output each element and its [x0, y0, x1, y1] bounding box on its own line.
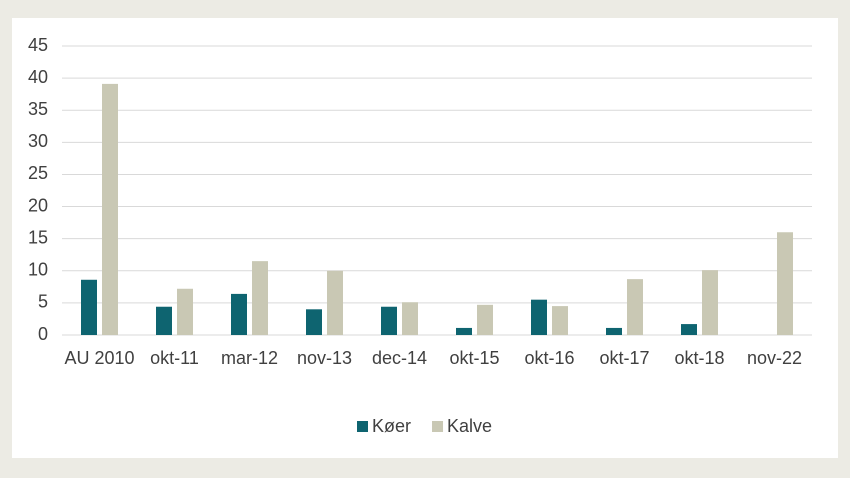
bar	[702, 270, 718, 335]
y-tick-label: 5	[38, 292, 48, 312]
y-tick-label: 0	[38, 324, 48, 344]
x-tick-label: okt-17	[599, 348, 650, 368]
bar	[552, 306, 568, 335]
legend-swatch	[432, 421, 444, 432]
legend-label: Køer	[372, 416, 411, 436]
bar	[252, 261, 268, 335]
x-tick-label: okt-11	[150, 348, 199, 368]
x-tick-label: okt-15	[449, 348, 500, 368]
x-tick-label: AU 2010	[64, 348, 135, 368]
x-tick-label: nov-13	[296, 348, 353, 368]
x-tick-label: mar-12	[220, 348, 278, 368]
y-tick-label: 10	[28, 260, 48, 280]
y-tick-label: 35	[28, 99, 48, 119]
y-tick-label: 30	[28, 131, 48, 151]
x-tick-label: okt-18	[674, 348, 725, 368]
y-tick-label: 20	[28, 195, 48, 215]
x-tick-label: dec-14	[371, 348, 428, 368]
bar	[381, 306, 397, 335]
bar	[231, 293, 247, 335]
bar	[606, 327, 622, 335]
bar	[456, 327, 472, 335]
bar	[777, 232, 793, 335]
bar	[531, 299, 547, 335]
x-tick-label: okt-16	[524, 348, 575, 368]
bar	[402, 302, 418, 335]
legend-swatch	[357, 421, 368, 432]
bar	[477, 304, 493, 335]
bar	[627, 279, 643, 335]
x-tick-label: nov-22	[746, 348, 803, 368]
y-tick-label: 40	[28, 67, 48, 87]
y-tick-label: 45	[28, 35, 48, 55]
bar	[177, 288, 193, 335]
bar	[681, 324, 697, 335]
bar	[81, 279, 97, 335]
bar	[156, 306, 172, 335]
bar	[327, 270, 343, 335]
legend-label: Kalve	[447, 416, 492, 436]
y-tick-label: 15	[28, 227, 48, 247]
chart-panel	[12, 18, 838, 458]
y-tick-label: 25	[28, 163, 48, 183]
bar	[102, 83, 118, 335]
bar	[306, 309, 322, 335]
